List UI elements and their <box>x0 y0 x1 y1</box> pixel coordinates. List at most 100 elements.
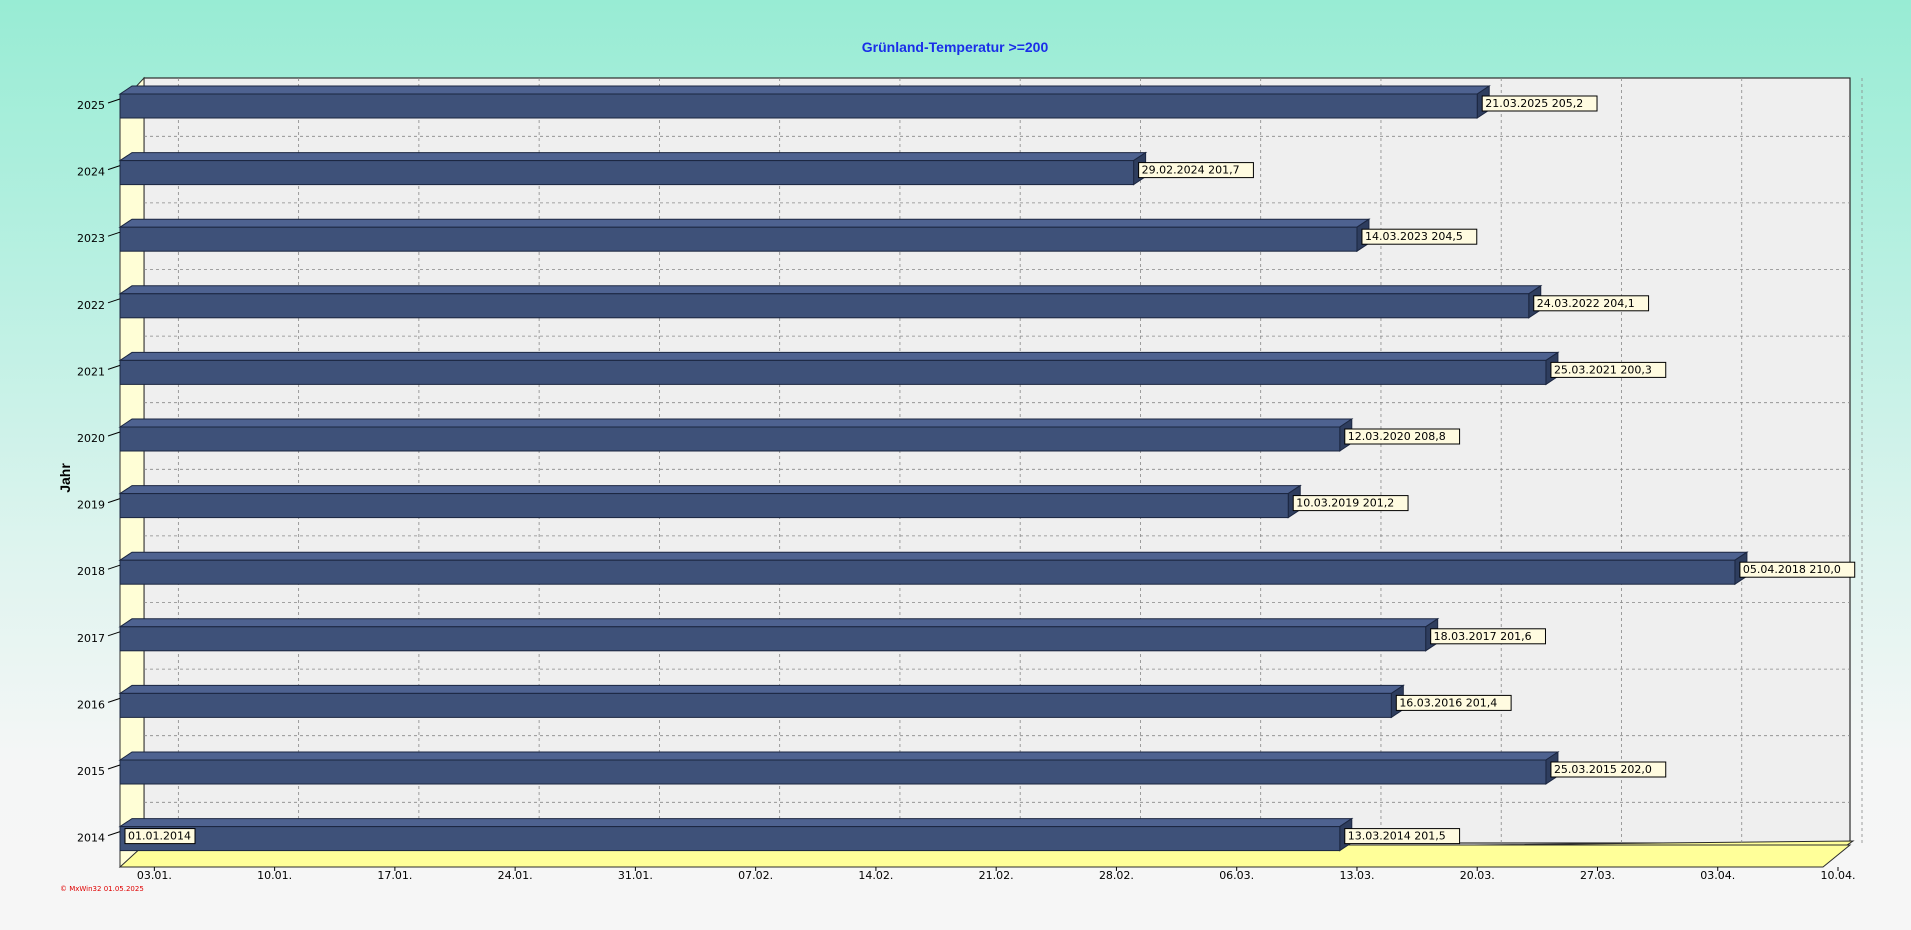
data-label: 12.03.2020 208,8 <box>1348 430 1446 443</box>
bar <box>119 826 1341 852</box>
x-tick-label: 21.02. <box>979 869 1014 882</box>
y-tick-label: 2015 <box>77 765 105 778</box>
data-label: 18.03.2017 201,6 <box>1434 630 1532 643</box>
data-label: 24.03.2022 204,1 <box>1537 297 1635 310</box>
data-label: 13.03.2014 201,5 <box>1348 830 1446 843</box>
data-label-box <box>1344 828 1461 845</box>
bar-top-face <box>118 351 1560 361</box>
y-tick-mark <box>107 697 121 703</box>
data-label: 10.03.2019 201,2 <box>1296 497 1394 510</box>
y-tick-label: 2021 <box>77 365 105 378</box>
data-label: 14.03.2023 204,5 <box>1365 230 1463 243</box>
y-tick-label: 2023 <box>77 232 105 245</box>
y-tick-mark <box>107 231 121 237</box>
bars <box>118 85 1749 852</box>
bar-top-face <box>118 218 1371 228</box>
y-tick-label: 2020 <box>77 432 105 445</box>
y-tick-mark <box>107 98 121 104</box>
start-label: 01.01.2014 <box>128 830 191 843</box>
data-label-box <box>1739 561 1856 578</box>
data-label-box <box>1550 361 1667 378</box>
x-tick-label: 06.03. <box>1219 869 1254 882</box>
plot-side-wall <box>119 76 145 868</box>
y-tick-mark <box>107 831 121 837</box>
bar <box>119 226 1358 252</box>
data-label-box <box>1430 628 1546 645</box>
chart-title: Grünland-Temperatur >=200 <box>862 39 1049 55</box>
data-label-box <box>1550 761 1667 778</box>
data-label-box <box>1138 162 1254 179</box>
x-tick-label: 13.03. <box>1339 869 1374 882</box>
x-tick-label: 20.03. <box>1460 869 1495 882</box>
data-label-box <box>1481 95 1598 112</box>
bar <box>119 359 1547 385</box>
data-label: 25.03.2021 200,3 <box>1554 363 1652 376</box>
data-label-box <box>1395 694 1512 711</box>
bar <box>119 493 1289 519</box>
bar <box>119 93 1478 119</box>
y-tick-label: 2022 <box>77 299 105 312</box>
x-tick-label: 31.01. <box>618 869 653 882</box>
data-label-box <box>1361 228 1478 245</box>
x-tick-label: 24.01. <box>498 869 533 882</box>
y-tick-mark <box>107 631 121 637</box>
plot-back <box>118 76 1855 868</box>
bar <box>119 626 1427 652</box>
x-tick-label: 28.02. <box>1099 869 1134 882</box>
data-label-box <box>1292 495 1409 512</box>
bar <box>119 559 1736 585</box>
x-tick-label: 03.04. <box>1700 869 1735 882</box>
bar <box>119 426 1341 452</box>
x-tick-label: 10.04. <box>1821 869 1856 882</box>
bar <box>119 293 1530 319</box>
y-tick-mark <box>107 431 121 437</box>
data-label-box <box>1533 295 1650 312</box>
data-labels: 21.03.2025 205,2 29.02.2024 201,7 14.03.20… <box>124 95 1856 845</box>
data-label: 16.03.2016 201,4 <box>1399 696 1497 709</box>
grid-lines <box>144 78 1863 845</box>
data-label: 21.03.2025 205,2 <box>1485 97 1583 110</box>
y-tick-mark <box>107 764 121 770</box>
y-tick-label: 2019 <box>77 499 105 512</box>
start-label-box <box>124 828 196 845</box>
bar-top-face <box>118 152 1148 162</box>
bar-top-face <box>118 85 1491 95</box>
y-axis-label: Jahr <box>57 463 73 493</box>
bar <box>119 692 1392 718</box>
y-tick-label: 2024 <box>77 166 105 179</box>
y-tick-mark <box>107 498 121 504</box>
x-tick-label: 10.01. <box>257 869 292 882</box>
x-tick-label: 07.02. <box>738 869 773 882</box>
y-tick-label: 2017 <box>77 632 105 645</box>
y-tick-label: 2025 <box>77 99 105 112</box>
x-tick-label: 27.03. <box>1580 869 1615 882</box>
bar-top-face <box>118 418 1354 428</box>
x-tick-label: 03.01. <box>137 869 172 882</box>
data-label: 05.04.2018 210,0 <box>1743 563 1841 576</box>
bar <box>119 759 1547 785</box>
data-label: 29.02.2024 201,7 <box>1142 164 1240 177</box>
bar-top-face <box>118 818 1354 828</box>
y-tick-mark <box>107 298 121 304</box>
y-tick-label: 2014 <box>77 832 105 845</box>
x-tick-label: 17.01. <box>377 869 412 882</box>
y-tick-label: 2018 <box>77 565 105 578</box>
x-tick-label: 14.02. <box>858 869 893 882</box>
bar-top-face <box>118 684 1405 694</box>
data-label: 25.03.2015 202,0 <box>1554 763 1652 776</box>
y-tick-mark <box>107 564 121 570</box>
bar <box>119 160 1135 186</box>
bar-top-face <box>118 485 1302 495</box>
axis-ticks: 03.01. 10.01. 17.01. 24.01. 31.01. 07.02. 14.0… <box>77 98 1856 882</box>
plot-back-wall <box>143 77 1851 844</box>
data-label-box <box>1344 428 1461 445</box>
y-tick-label: 2016 <box>77 698 105 711</box>
y-tick-mark <box>107 165 121 171</box>
copyright-note: © MxWin32 01.05.2025 <box>60 885 144 893</box>
bar-top-face <box>118 618 1440 628</box>
bar-top-face <box>118 551 1749 561</box>
bar-top-face <box>118 285 1543 295</box>
bar-top-face <box>118 751 1560 761</box>
